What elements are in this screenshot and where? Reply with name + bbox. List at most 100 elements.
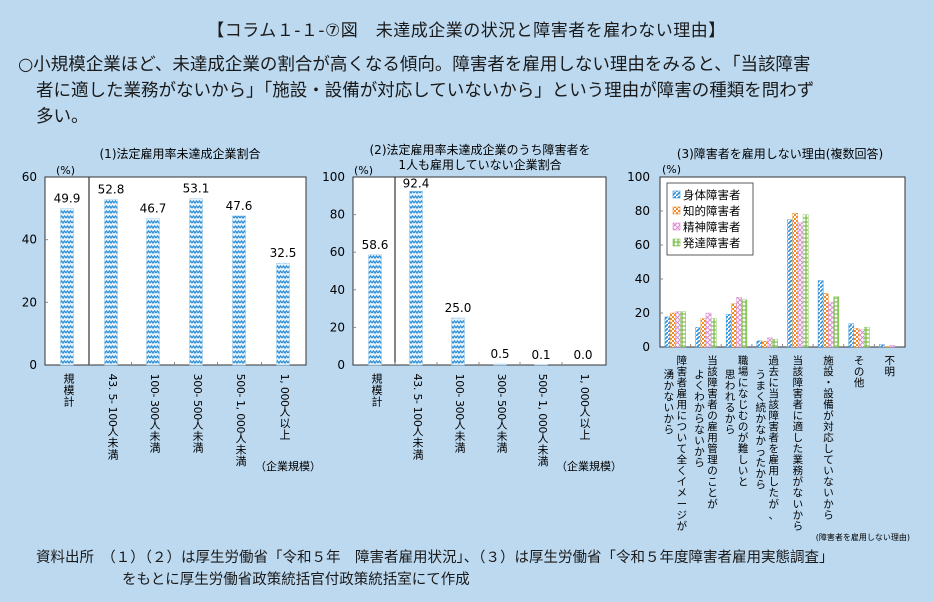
svg-text:4: 4 <box>411 374 424 381</box>
bar-1 <box>853 328 860 348</box>
y-tick-label: 60 <box>330 245 345 259</box>
svg-text:人: 人 <box>280 405 291 418</box>
svg-text:人: 人 <box>538 432 549 445</box>
svg-text:い: い <box>738 465 749 477</box>
svg-text:害: 害 <box>677 365 688 378</box>
svg-text:職: 職 <box>738 355 749 367</box>
svg-text:害: 害 <box>768 420 779 433</box>
svg-text:-: - <box>106 400 119 404</box>
bar-2 <box>766 337 773 348</box>
svg-text:-: - <box>453 393 466 397</box>
svg-text:0: 0 <box>578 393 591 400</box>
svg-text:上: 上 <box>280 428 291 441</box>
svg-text:,: , <box>278 380 291 384</box>
legend-label: 知的障害者 <box>683 204 741 218</box>
bar-3 <box>741 299 748 348</box>
svg-text:該: 該 <box>707 365 718 378</box>
bar <box>368 254 382 366</box>
svg-text:に: に <box>793 410 804 422</box>
bar-3 <box>680 311 686 348</box>
svg-text:者: 者 <box>677 377 688 389</box>
y-tick-label: 0 <box>337 358 345 372</box>
svg-text:が: が <box>707 497 718 510</box>
svg-text:未: 未 <box>455 430 466 443</box>
svg-text:他: 他 <box>854 376 865 389</box>
bar <box>232 215 246 366</box>
svg-text:て: て <box>823 454 834 466</box>
bar-2 <box>828 302 834 348</box>
data-label: 32.5 <box>270 246 297 260</box>
chart-2-title-line-2: 1人も雇用していない企業割合 <box>398 157 561 172</box>
svg-text:理: 理 <box>707 454 718 466</box>
svg-text:つ: つ <box>677 421 688 433</box>
x-tick-label: 規模計 <box>64 371 75 408</box>
y-tick-label: 60 <box>635 238 650 252</box>
chart-2-title-line-1: (2)法定雇用率未達成企業のうち障害者を <box>370 142 591 157</box>
y-tick-label: 20 <box>635 306 650 320</box>
svg-text:こ: こ <box>707 476 718 488</box>
bar-0 <box>725 314 732 348</box>
svg-text:全: 全 <box>677 453 688 466</box>
svg-text:0: 0 <box>148 413 161 420</box>
y-tick-label: 0 <box>29 358 37 372</box>
svg-text:者: 者 <box>793 399 804 411</box>
svg-text:障: 障 <box>677 354 688 367</box>
svg-text:が: が <box>738 431 749 444</box>
svg-text:1: 1 <box>106 407 119 414</box>
source-note: 資料出所 （１）（２）は厚生労働省「令和５年 障害者雇用状況」、（３）は厚生労働… <box>36 547 834 591</box>
svg-text:0: 0 <box>148 380 161 387</box>
y-tick-label: 0 <box>642 340 650 354</box>
y-tick-label: 80 <box>330 208 345 222</box>
svg-text:の: の <box>707 465 718 477</box>
svg-text:る: る <box>725 402 736 414</box>
svg-text:0: 0 <box>234 413 247 420</box>
svg-text:な: な <box>738 388 749 400</box>
svg-text:設: 設 <box>823 387 834 400</box>
svg-text:ら: ら <box>823 509 834 521</box>
svg-text:1: 1 <box>578 374 591 381</box>
data-label: 92.4 <box>403 176 430 190</box>
legend-box <box>666 182 754 256</box>
svg-text:ら: ら <box>725 424 736 436</box>
svg-text:用: 用 <box>768 465 779 477</box>
svg-text:備: 備 <box>823 398 834 411</box>
svg-text:5: 5 <box>234 374 247 381</box>
bar-0 <box>664 316 671 348</box>
chart-3: (3)障害者を雇用しない理由(複数回答) (%) 0 20 40 60 80 100 身体… <box>627 146 910 542</box>
svg-text:人: 人 <box>193 419 204 432</box>
svg-text:か: か <box>823 498 834 510</box>
svg-text:1: 1 <box>411 407 424 414</box>
svg-text:か: か <box>793 509 804 521</box>
svg-text:か: か <box>755 468 766 480</box>
svg-text:以: 以 <box>580 417 591 430</box>
data-label: 58.6 <box>362 238 389 252</box>
svg-text:満: 満 <box>193 442 204 455</box>
svg-text:ら: ら <box>694 457 705 469</box>
svg-text:0: 0 <box>234 420 247 427</box>
bar-0 <box>756 340 763 348</box>
svg-text:0: 0 <box>278 387 291 394</box>
y-tick-label: 40 <box>330 283 345 297</box>
svg-text:し: し <box>793 432 804 444</box>
data-label: 47.6 <box>226 199 253 213</box>
svg-text:い: い <box>664 402 675 414</box>
svg-text:-: - <box>536 393 549 397</box>
chart-2: (2)法定雇用率未達成企業のうち障害者を 1人も雇用していない企業割合 (%) … <box>322 142 622 473</box>
svg-text:難: 難 <box>738 442 749 455</box>
svg-text:雇: 雇 <box>707 420 718 433</box>
svg-text:雇: 雇 <box>677 387 688 400</box>
y-tick-label: 80 <box>635 204 650 218</box>
bar-0 <box>695 327 701 348</box>
svg-text:該: 該 <box>768 398 779 411</box>
svg-text:当: 当 <box>707 354 718 367</box>
svg-text:な: な <box>664 391 675 403</box>
svg-text:に: に <box>677 410 688 422</box>
svg-text:0: 0 <box>411 413 424 420</box>
svg-text:か: か <box>755 413 766 425</box>
svg-text:い: い <box>823 487 834 499</box>
